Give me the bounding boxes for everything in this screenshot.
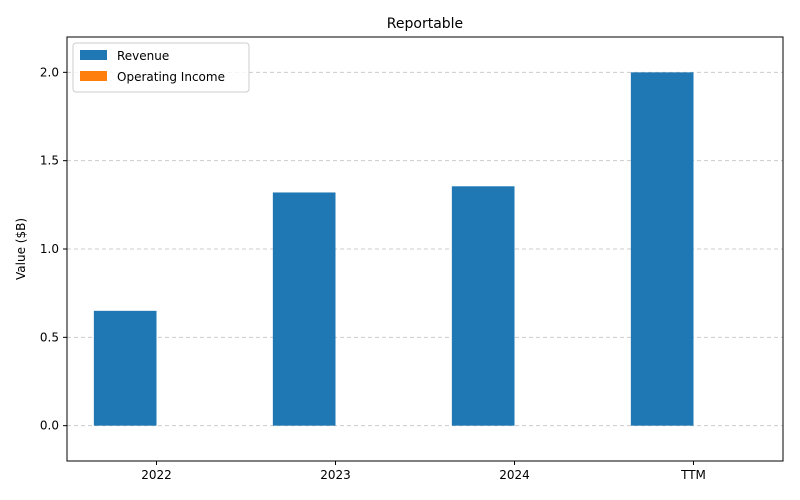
bars: [93, 72, 694, 426]
legend: Revenue Operating Income: [72, 42, 250, 93]
x-axis-ticks: 2022 2023 2024 TTM: [141, 461, 706, 482]
y-tick-label: 2.0: [40, 65, 59, 79]
x-tick-label: TTM: [680, 468, 706, 482]
legend-swatch: [80, 71, 107, 81]
legend-box: [72, 42, 250, 93]
y-tick-label: 0.5: [40, 330, 59, 344]
bar-revenue: [272, 192, 336, 426]
legend-label: Operating Income: [117, 70, 225, 84]
y-axis-ticks: 0.0 0.5 1.0 1.5 2.0: [40, 65, 67, 433]
y-tick-label: 1.0: [40, 242, 59, 256]
x-tick-label: 2022: [141, 468, 172, 482]
bar-revenue: [630, 72, 694, 426]
chart-title: Reportable: [387, 16, 463, 32]
y-tick-label: 1.5: [40, 154, 59, 168]
legend-label: Revenue: [117, 49, 169, 63]
legend-swatch: [80, 50, 107, 60]
x-tick-label: 2023: [320, 468, 351, 482]
bar-revenue: [93, 310, 157, 426]
bar-revenue: [451, 186, 515, 426]
y-tick-label: 0.0: [40, 419, 59, 433]
x-tick-label: 2024: [499, 468, 530, 482]
y-axis-label: Value ($B): [14, 218, 28, 280]
